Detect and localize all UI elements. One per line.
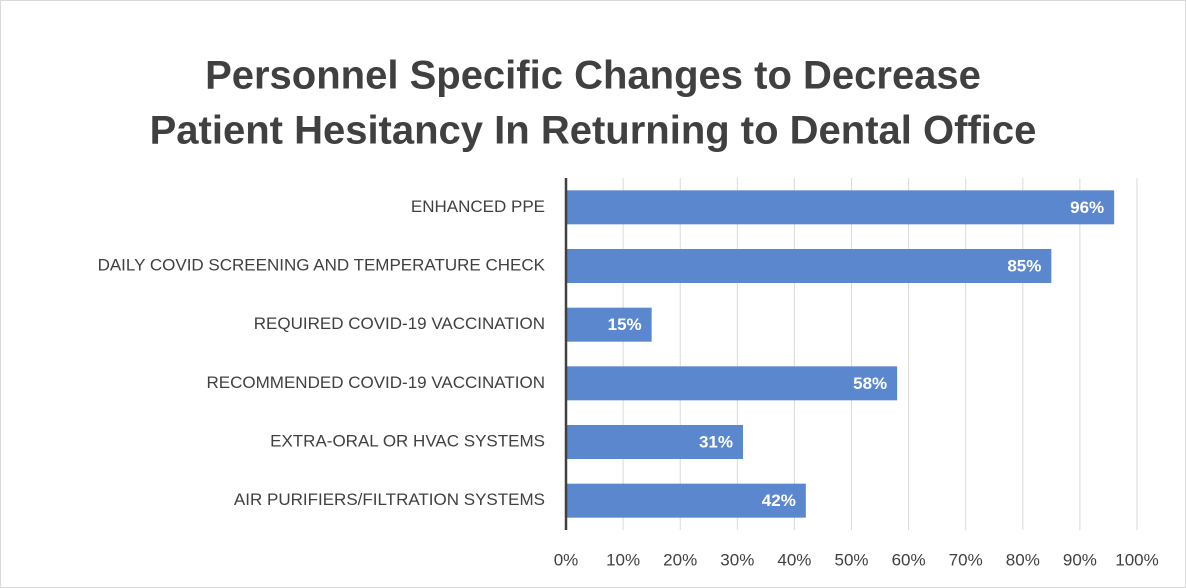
data-label: 15% [608, 315, 642, 334]
data-label: 31% [699, 432, 733, 451]
chart-title: Patient Hesitancy In Returning to Dental… [150, 109, 1037, 153]
data-label: 42% [762, 491, 796, 510]
x-tick-label: 10% [606, 550, 640, 569]
data-label: 96% [1070, 198, 1104, 217]
bar [566, 366, 898, 401]
y-tick-label: RECOMMENDED COVID-19 VACCINATION [207, 373, 545, 392]
bar [566, 425, 744, 459]
data-label: 85% [1007, 256, 1041, 275]
x-tick-label: 100% [1115, 550, 1158, 569]
x-tick-label: 40% [777, 550, 811, 569]
x-tick-label: 30% [720, 550, 754, 569]
chart-title: Personnel Specific Changes to Decrease [205, 54, 981, 98]
y-tick-label: DAILY COVID SCREENING AND TEMPERATURE CH… [98, 255, 546, 274]
y-tick-label: EXTRA-ORAL OR HVAC SYSTEMS [270, 431, 545, 450]
bar [566, 190, 1115, 225]
x-tick-label: 70% [949, 550, 983, 569]
bar [566, 249, 1052, 283]
data-label: 58% [853, 374, 887, 393]
x-tick-label: 90% [1063, 550, 1097, 569]
x-tick-label: 20% [663, 550, 697, 569]
bar [566, 307, 652, 342]
x-tick-label: 50% [834, 550, 868, 569]
x-tick-label: 60% [892, 550, 926, 569]
y-tick-label: AIR PURIFIERS/FILTRATION SYSTEMS [234, 490, 545, 509]
x-tick-label: 0% [554, 550, 579, 569]
y-tick-label: ENHANCED PPE [411, 197, 545, 216]
x-tick-label: 80% [1006, 550, 1040, 569]
y-tick-label: REQUIRED COVID-19 VACCINATION [254, 314, 545, 333]
bar [566, 483, 806, 518]
